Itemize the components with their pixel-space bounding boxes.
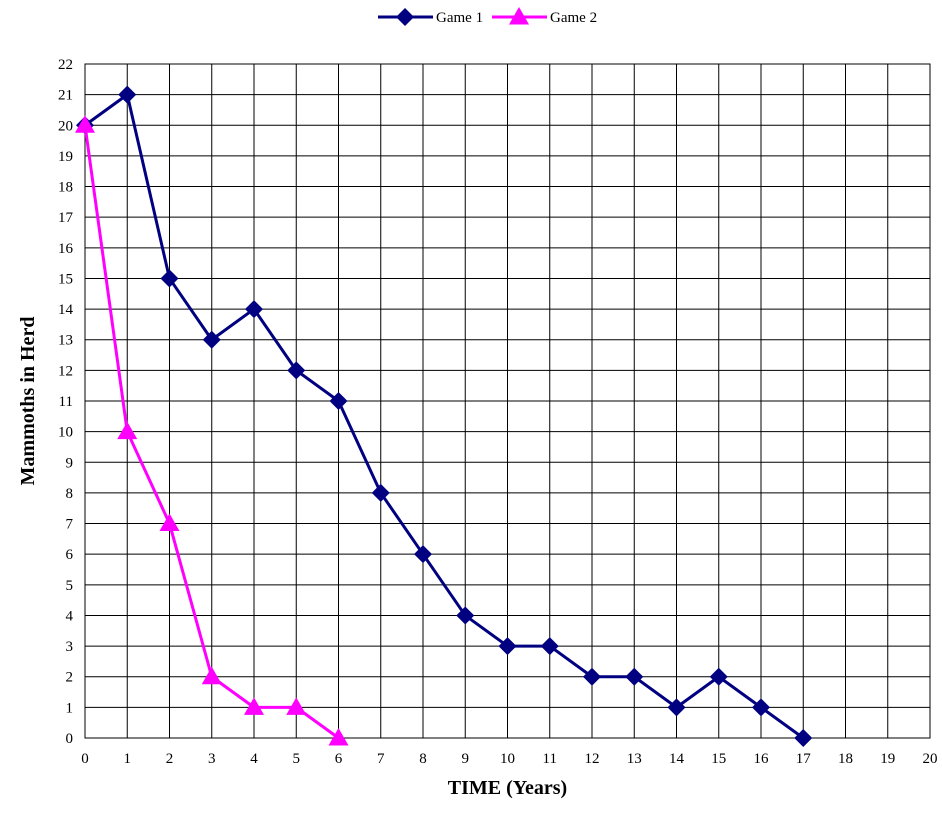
data-point-game-2 bbox=[244, 697, 264, 715]
x-tick-label: 17 bbox=[796, 751, 812, 767]
y-tick-label: 19 bbox=[58, 149, 73, 165]
y-tick-label: 22 bbox=[58, 57, 73, 73]
y-tick-label: 7 bbox=[66, 517, 74, 533]
data-point-game-1 bbox=[456, 606, 475, 625]
x-tick-label: 16 bbox=[754, 751, 770, 767]
x-tick-label: 18 bbox=[838, 751, 853, 767]
x-tick-label: 5 bbox=[293, 751, 301, 767]
series-game-1 bbox=[76, 85, 813, 747]
data-point-game-1 bbox=[794, 729, 813, 747]
y-tick-label: 12 bbox=[58, 363, 73, 379]
y-tick-label: 3 bbox=[66, 639, 74, 655]
x-tick-label: 0 bbox=[81, 751, 89, 767]
x-tick-label: 7 bbox=[377, 751, 385, 767]
y-tick-label: 9 bbox=[66, 455, 74, 471]
data-point-game-1 bbox=[625, 667, 644, 686]
y-tick-label: 21 bbox=[58, 88, 73, 104]
legend-label: Game 2 bbox=[550, 10, 597, 26]
data-point-game-1 bbox=[498, 637, 517, 656]
data-point-game-1 bbox=[160, 269, 179, 288]
x-tick-label: 2 bbox=[166, 751, 174, 767]
x-tick-label: 3 bbox=[208, 751, 216, 767]
data-point-game-1 bbox=[329, 392, 348, 410]
data-point-game-2 bbox=[201, 666, 222, 685]
y-tick-label: 13 bbox=[58, 333, 73, 349]
data-point-game-1 bbox=[709, 667, 728, 686]
x-tick-label: 11 bbox=[543, 751, 557, 767]
data-point-game-1 bbox=[583, 667, 601, 686]
data-point-game-2 bbox=[159, 513, 180, 532]
x-tick-label: 4 bbox=[250, 751, 258, 767]
series-line-game-1 bbox=[84, 93, 805, 740]
y-tick-label: 18 bbox=[58, 180, 73, 196]
x-tick-label: 20 bbox=[923, 751, 938, 767]
y-tick-label: 1 bbox=[66, 700, 74, 716]
x-tick-label: 8 bbox=[419, 751, 427, 767]
legend-item-game-1: Game 1 bbox=[378, 8, 483, 26]
y-tick-label: 14 bbox=[58, 302, 74, 318]
data-point-game-1 bbox=[202, 330, 221, 349]
legend-marker-game-2 bbox=[509, 7, 529, 25]
y-tick-label: 0 bbox=[66, 731, 74, 747]
y-tick-label: 8 bbox=[66, 486, 74, 502]
y-tick-label: 16 bbox=[58, 241, 74, 257]
data-point-game-1 bbox=[118, 85, 137, 104]
x-tick-label: 12 bbox=[585, 751, 600, 767]
series-game-2 bbox=[75, 115, 349, 746]
x-tick-label: 19 bbox=[880, 751, 895, 767]
data-point-game-1 bbox=[752, 698, 770, 717]
tick-labels: 0 1 2 3 4 5 6 7 8 9 10 11 12 13 14 15 16 17 18 19 2001234567… bbox=[58, 57, 938, 767]
y-tick-label: 10 bbox=[58, 425, 73, 441]
data-point-game-2 bbox=[328, 728, 349, 746]
x-tick-label: 10 bbox=[500, 751, 515, 767]
data-point-game-1 bbox=[287, 361, 306, 380]
x-axis-title: TIME (Years) bbox=[448, 777, 567, 799]
y-tick-label: 4 bbox=[66, 608, 74, 624]
y-tick-label: 15 bbox=[58, 271, 73, 287]
x-tick-label: 14 bbox=[669, 751, 685, 767]
data-point-game-1 bbox=[540, 637, 559, 656]
data-point-game-2 bbox=[75, 115, 95, 133]
legend-marker-game-1 bbox=[396, 8, 414, 26]
data-point-game-2 bbox=[286, 697, 307, 715]
y-tick-label: 6 bbox=[66, 547, 74, 563]
x-tick-label: 6 bbox=[335, 751, 343, 767]
y-axis-title: Mammoths in Herd bbox=[17, 317, 39, 486]
gridlines bbox=[84, 63, 931, 739]
x-tick-label: 9 bbox=[462, 751, 470, 767]
y-tick-label: 2 bbox=[66, 670, 74, 686]
data-point-game-1 bbox=[414, 545, 432, 564]
y-tick-label: 20 bbox=[58, 118, 73, 134]
data-point-game-1 bbox=[667, 698, 686, 717]
plot-area-border bbox=[84, 63, 931, 739]
y-tick-label: 5 bbox=[66, 578, 74, 594]
y-tick-label: 17 bbox=[58, 210, 74, 226]
y-tick-label: 11 bbox=[59, 394, 73, 410]
series-lines bbox=[75, 85, 813, 747]
x-tick-label: 13 bbox=[627, 751, 642, 767]
x-tick-label: 15 bbox=[711, 751, 726, 767]
legend-label: Game 1 bbox=[436, 10, 483, 26]
data-point-game-1 bbox=[245, 300, 263, 319]
x-tick-label: 1 bbox=[124, 751, 132, 767]
legend-item-game-2: Game 2 bbox=[492, 7, 597, 26]
data-point-game-2 bbox=[117, 421, 138, 440]
data-point-game-1 bbox=[371, 483, 390, 502]
legend: Game 1 Game 2 bbox=[378, 7, 597, 26]
